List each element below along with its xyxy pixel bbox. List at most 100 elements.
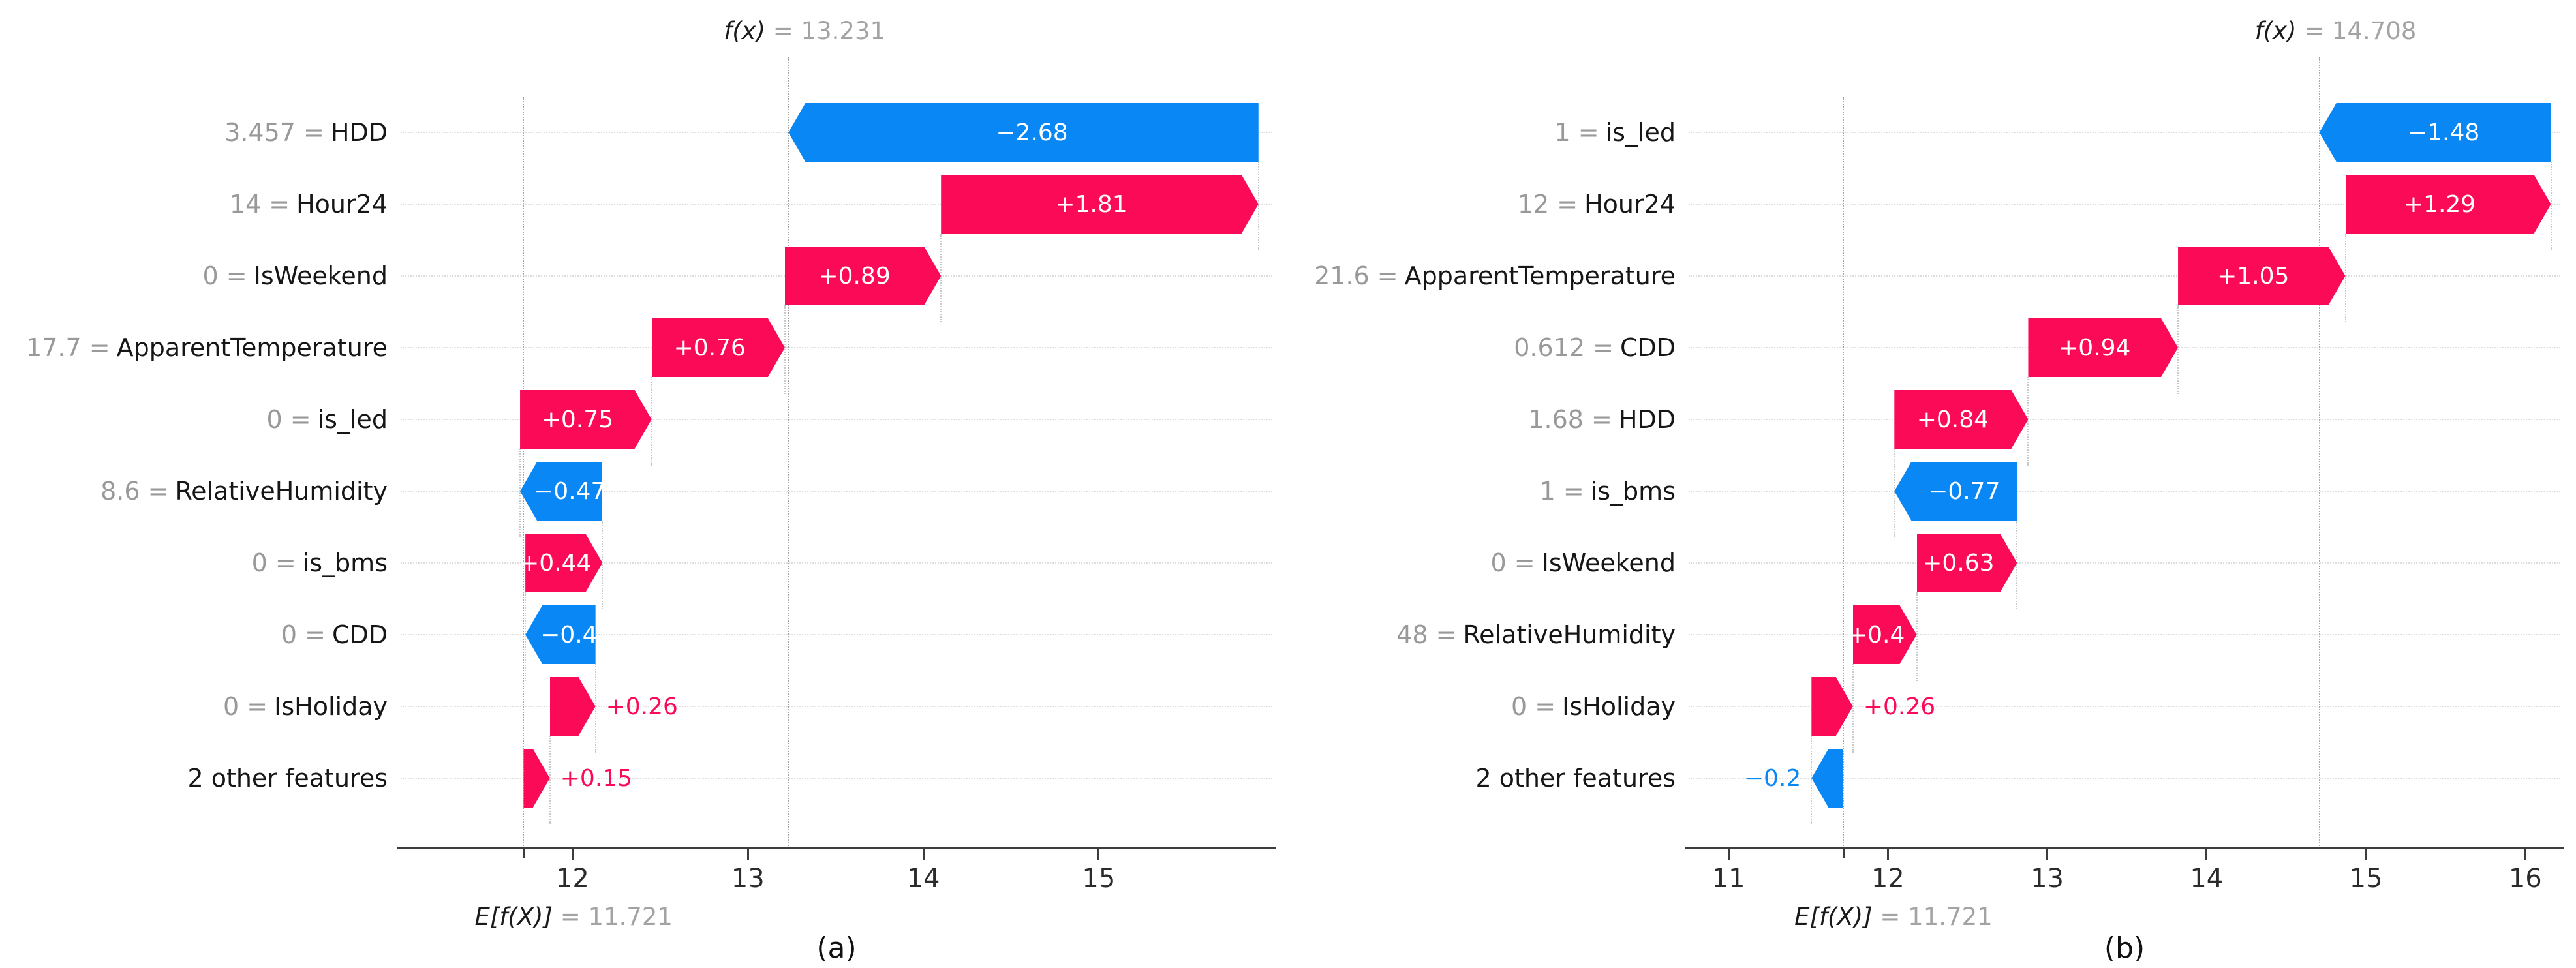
feature-label: 1.68 = HDD bbox=[1288, 390, 1676, 449]
gridline bbox=[1689, 634, 2560, 635]
bar-value-label: +0.4 bbox=[1847, 621, 1905, 648]
x-tick bbox=[746, 849, 749, 860]
x-tick bbox=[2365, 849, 2367, 860]
feature-name: HDD bbox=[1618, 405, 1676, 434]
connector-line bbox=[549, 736, 551, 824]
x-tick bbox=[1886, 849, 1889, 860]
gridline bbox=[401, 204, 1272, 205]
feature-value: 48 = bbox=[1396, 620, 1457, 649]
shap-bar bbox=[1811, 677, 1853, 736]
base-tick bbox=[1842, 849, 1845, 858]
feature-name: CDD bbox=[1619, 333, 1676, 362]
connector-line bbox=[594, 664, 596, 753]
x-tick-label: 12 bbox=[555, 864, 589, 894]
feature-name: is_led bbox=[317, 405, 388, 434]
feature-name: Hour24 bbox=[296, 190, 388, 219]
connector-line bbox=[651, 377, 652, 466]
shap-bar bbox=[1894, 390, 2029, 449]
feature-value: 14 = bbox=[229, 190, 290, 219]
fx-value: = 13.231 bbox=[765, 17, 886, 45]
shap-bar bbox=[2028, 318, 2178, 377]
connector-line bbox=[2177, 305, 2179, 394]
gridline bbox=[1689, 275, 2560, 277]
feature-label: 2 other features bbox=[1288, 749, 1676, 808]
shap-bar bbox=[1811, 749, 1843, 808]
feature-value: 0 = bbox=[223, 692, 268, 721]
feature-value: 0.612 = bbox=[1514, 333, 1614, 362]
shap-bar bbox=[523, 749, 550, 808]
bar-value-label: −0.77 bbox=[1928, 477, 2001, 505]
bar-value-label: −0.2 bbox=[1743, 764, 1802, 792]
feature-value: 1 = bbox=[1539, 477, 1584, 506]
feature-label: 48 = RelativeHumidity bbox=[1288, 605, 1676, 664]
feature-name: IsHoliday bbox=[274, 692, 388, 721]
connector-line bbox=[2344, 234, 2346, 322]
fx-name: f(x) bbox=[2254, 17, 2297, 45]
base-name: E[f(X)] bbox=[474, 903, 553, 931]
base-label: E[f(X)] = 11.721 bbox=[1794, 903, 1993, 931]
base-tick bbox=[522, 849, 525, 858]
base-label: E[f(X)] = 11.721 bbox=[474, 903, 673, 931]
feature-label: 0 = IsHoliday bbox=[1288, 677, 1676, 736]
feature-value: 8.6 = bbox=[100, 477, 169, 506]
feature-label: 0 = is_led bbox=[0, 390, 388, 449]
feature-name: IsWeekend bbox=[1541, 549, 1676, 577]
feature-label: 0.612 = CDD bbox=[1288, 318, 1676, 377]
connector-line bbox=[1894, 449, 1895, 537]
connector-line bbox=[525, 592, 527, 681]
feature-label: 2 other features bbox=[0, 749, 388, 808]
gridline bbox=[401, 778, 1272, 779]
fx-name: f(x) bbox=[724, 17, 766, 45]
panel-b: −1.48 1 = is_led +1.29 12 = Hour24 +1.05 21.6… bbox=[1288, 0, 2576, 968]
connector-line bbox=[2027, 377, 2029, 466]
bar-value-label: +1.05 bbox=[2217, 262, 2290, 290]
bar-value-label: +0.63 bbox=[1922, 549, 1995, 577]
feature-name: RelativeHumidity bbox=[1463, 620, 1676, 649]
feature-name: IsHoliday bbox=[1562, 692, 1676, 721]
x-tick bbox=[571, 849, 574, 860]
connector-line bbox=[1852, 664, 1854, 753]
connector-line bbox=[1257, 162, 1259, 250]
fx-refline bbox=[788, 57, 790, 848]
bar-value-label: −0.4 bbox=[540, 621, 598, 648]
gridline bbox=[401, 347, 1272, 348]
gridline bbox=[1689, 419, 2560, 420]
gridline bbox=[1689, 132, 2560, 133]
feature-label: 0 = IsWeekend bbox=[0, 247, 388, 305]
x-tick bbox=[2205, 849, 2208, 860]
x-tick-label: 13 bbox=[2031, 864, 2064, 894]
bar-value-label: −1.48 bbox=[2407, 119, 2480, 146]
x-tick bbox=[2524, 849, 2526, 860]
connector-line bbox=[784, 305, 786, 394]
feature-name: is_led bbox=[1605, 118, 1676, 147]
base-value: = 11.721 bbox=[1872, 903, 1993, 931]
base-refline bbox=[523, 97, 525, 848]
gridline bbox=[1689, 706, 2560, 707]
feature-name: RelativeHumidity bbox=[175, 477, 388, 506]
x-axis-line bbox=[1685, 847, 2564, 849]
connector-line bbox=[1916, 592, 1918, 681]
x-tick bbox=[1097, 849, 1100, 860]
shap-bar bbox=[520, 462, 603, 521]
shap-bar bbox=[2178, 247, 2346, 305]
gridline bbox=[1689, 204, 2560, 205]
shap-bar bbox=[525, 605, 596, 664]
bar-value-label: +0.26 bbox=[1863, 693, 1936, 720]
gridline bbox=[401, 562, 1272, 564]
feature-name: is_bms bbox=[1590, 477, 1676, 506]
base-name: E[f(X)] bbox=[1794, 903, 1873, 931]
bar-value-label: +0.94 bbox=[2059, 334, 2131, 361]
caption: (b) bbox=[2104, 931, 2145, 965]
shap-bar bbox=[1894, 462, 2017, 521]
bar-value-label: +0.89 bbox=[818, 262, 891, 290]
shap-bar bbox=[525, 534, 603, 592]
feature-label: 1 = is_led bbox=[1288, 103, 1676, 162]
feature-name: IsWeekend bbox=[253, 262, 388, 290]
feature-label: 12 = Hour24 bbox=[1288, 175, 1676, 234]
shap-bar bbox=[549, 677, 596, 736]
feature-name: is_bms bbox=[302, 549, 388, 577]
feature-value: 21.6 = bbox=[1314, 262, 1398, 290]
connector-line bbox=[519, 449, 521, 537]
feature-name: 2 other features bbox=[1475, 764, 1676, 793]
feature-label: 0 = is_bms bbox=[0, 534, 388, 592]
